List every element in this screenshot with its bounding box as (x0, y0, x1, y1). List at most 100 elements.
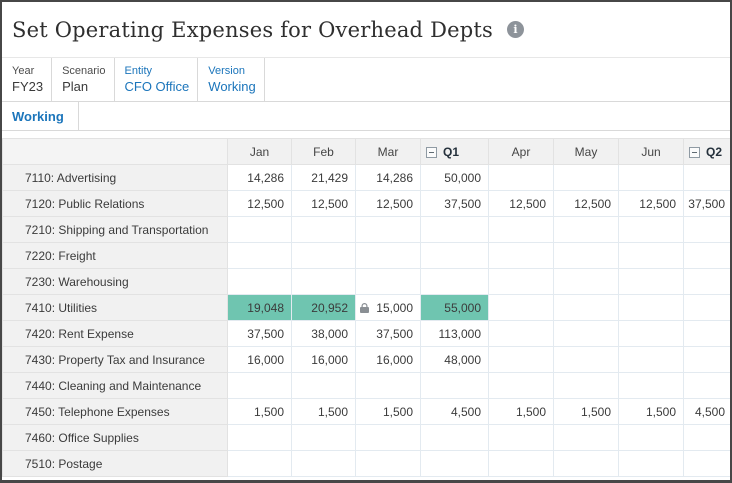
data-cell[interactable]: 14,286 (227, 164, 292, 191)
data-cell[interactable] (683, 424, 730, 451)
data-cell[interactable]: 1,500 (553, 398, 619, 425)
data-cell[interactable] (618, 346, 684, 373)
data-cell[interactable]: 20,952 (291, 294, 356, 321)
data-cell[interactable] (683, 164, 730, 191)
data-cell[interactable] (291, 450, 356, 477)
data-cell[interactable] (553, 424, 619, 451)
data-cell[interactable] (227, 242, 292, 269)
data-cell[interactable] (683, 372, 730, 399)
data-cell[interactable] (618, 424, 684, 451)
data-cell[interactable]: 12,500 (291, 190, 356, 217)
data-cell[interactable]: 1,500 (291, 398, 356, 425)
data-cell[interactable] (291, 242, 356, 269)
data-cell[interactable] (618, 268, 684, 295)
data-cell[interactable] (683, 320, 730, 347)
data-cell[interactable] (227, 424, 292, 451)
data-cell[interactable] (618, 242, 684, 269)
data-cell[interactable]: 15,000 (355, 294, 421, 321)
data-cell[interactable]: 19,048 (227, 294, 292, 321)
data-cell[interactable] (553, 216, 619, 243)
data-cell[interactable] (683, 450, 730, 477)
data-cell[interactable]: 21,429 (291, 164, 356, 191)
data-cell[interactable]: 55,000 (420, 294, 489, 321)
collapse-icon[interactable] (426, 146, 437, 158)
data-cell[interactable]: 16,000 (227, 346, 292, 373)
data-cell[interactable] (291, 268, 356, 295)
data-cell[interactable]: 4,500 (683, 398, 730, 425)
data-cell[interactable]: 37,500 (355, 320, 421, 347)
data-cell[interactable]: 1,500 (618, 398, 684, 425)
data-cell[interactable]: 16,000 (291, 346, 356, 373)
data-cell[interactable] (488, 450, 554, 477)
data-cell[interactable] (420, 372, 489, 399)
data-cell[interactable] (488, 320, 554, 347)
data-cell[interactable] (488, 268, 554, 295)
data-cell[interactable] (420, 424, 489, 451)
data-cell[interactable]: 1,500 (355, 398, 421, 425)
pov-item-version[interactable]: Version Working (198, 58, 265, 101)
data-cell[interactable] (291, 216, 356, 243)
data-cell[interactable] (553, 242, 619, 269)
data-cell[interactable] (683, 346, 730, 373)
data-cell[interactable] (553, 164, 619, 191)
data-cell[interactable]: 12,500 (618, 190, 684, 217)
data-cell[interactable] (488, 346, 554, 373)
data-cell[interactable] (618, 320, 684, 347)
data-cell[interactable] (553, 294, 619, 321)
data-cell[interactable] (355, 424, 421, 451)
data-cell[interactable] (553, 372, 619, 399)
data-cell[interactable] (488, 164, 554, 191)
data-cell[interactable] (355, 372, 421, 399)
data-cell[interactable] (488, 216, 554, 243)
data-cell[interactable] (420, 268, 489, 295)
pov-item-entity[interactable]: Entity CFO Office (115, 58, 199, 101)
data-cell[interactable] (683, 294, 730, 321)
data-cell[interactable] (291, 424, 356, 451)
data-cell[interactable] (683, 268, 730, 295)
data-cell[interactable] (355, 450, 421, 477)
data-cell[interactable] (683, 216, 730, 243)
data-cell[interactable] (488, 424, 554, 451)
data-cell[interactable] (683, 242, 730, 269)
data-cell[interactable]: 4,500 (420, 398, 489, 425)
data-cell[interactable]: 37,500 (420, 190, 489, 217)
data-cell[interactable] (227, 268, 292, 295)
data-cell[interactable]: 37,500 (683, 190, 730, 217)
data-cell[interactable]: 12,500 (355, 190, 421, 217)
data-cell[interactable] (355, 268, 421, 295)
pov-member-value[interactable]: CFO Office (124, 79, 190, 94)
data-cell[interactable] (420, 242, 489, 269)
data-cell[interactable] (618, 450, 684, 477)
data-cell[interactable]: 1,500 (227, 398, 292, 425)
data-cell[interactable] (553, 450, 619, 477)
pov-member-value[interactable]: Working (208, 79, 256, 94)
info-icon[interactable]: i (507, 21, 524, 38)
data-cell[interactable] (618, 216, 684, 243)
tab-working[interactable]: Working (2, 102, 79, 130)
data-cell[interactable]: 37,500 (227, 320, 292, 347)
data-cell[interactable] (355, 216, 421, 243)
data-cell[interactable]: 113,000 (420, 320, 489, 347)
data-cell[interactable] (420, 450, 489, 477)
data-cell[interactable] (618, 372, 684, 399)
data-cell[interactable] (355, 242, 421, 269)
data-cell[interactable]: 12,500 (553, 190, 619, 217)
data-cell[interactable] (488, 242, 554, 269)
data-cell[interactable]: 16,000 (355, 346, 421, 373)
data-cell[interactable]: 38,000 (291, 320, 356, 347)
data-cell[interactable] (618, 164, 684, 191)
data-cell[interactable] (488, 372, 554, 399)
data-cell[interactable]: 48,000 (420, 346, 489, 373)
data-cell[interactable]: 50,000 (420, 164, 489, 191)
data-cell[interactable] (420, 216, 489, 243)
data-cell[interactable] (553, 320, 619, 347)
data-cell[interactable]: 1,500 (488, 398, 554, 425)
data-cell[interactable] (553, 268, 619, 295)
data-cell[interactable] (618, 294, 684, 321)
data-cell[interactable] (227, 450, 292, 477)
data-cell[interactable] (291, 372, 356, 399)
data-cell[interactable] (553, 346, 619, 373)
data-cell[interactable]: 14,286 (355, 164, 421, 191)
data-cell[interactable] (488, 294, 554, 321)
data-cell[interactable]: 12,500 (227, 190, 292, 217)
